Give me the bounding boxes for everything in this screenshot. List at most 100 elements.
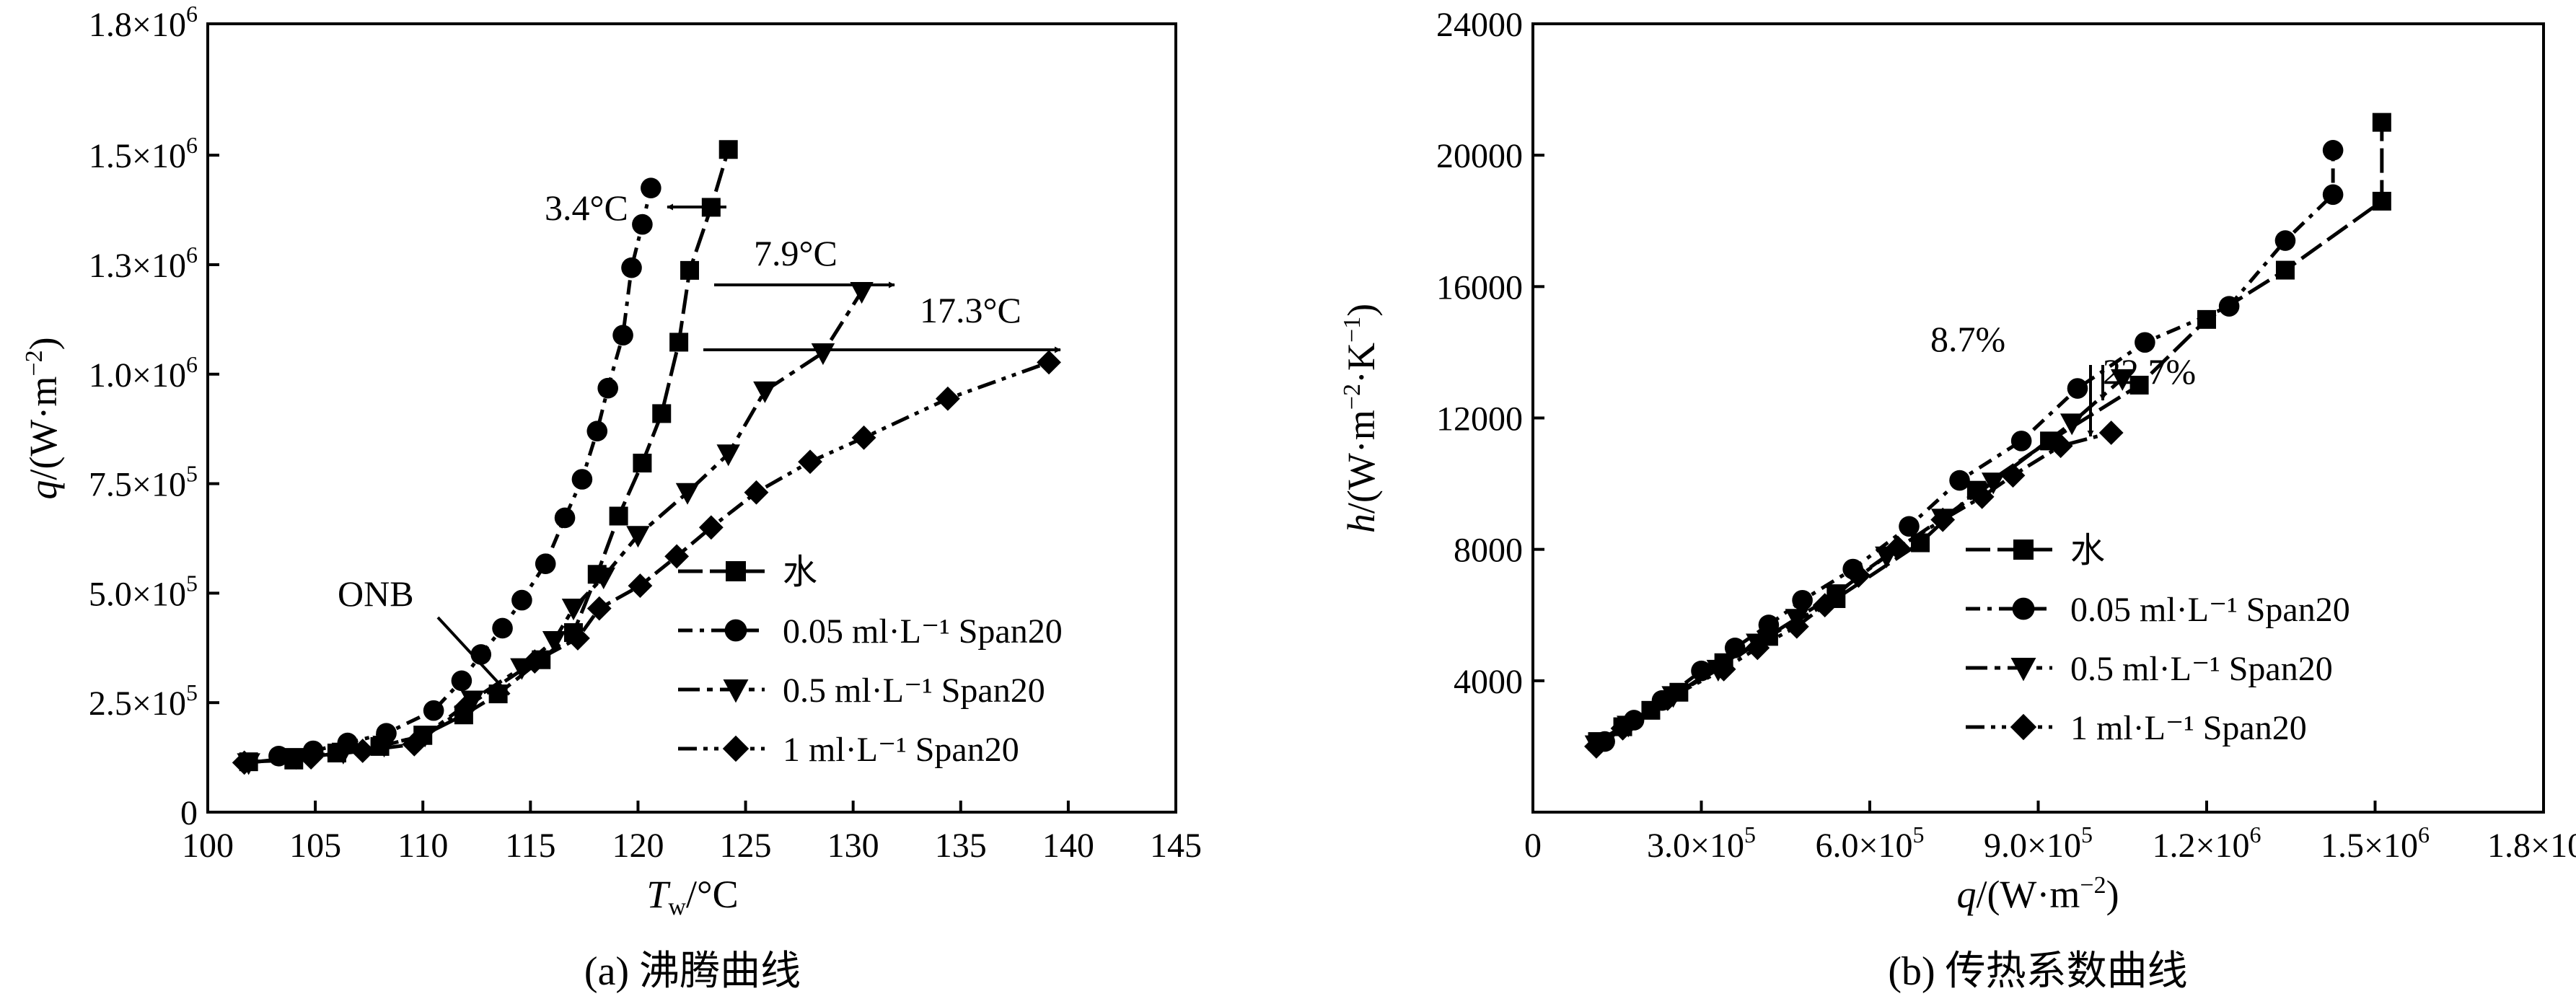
data-point — [2010, 431, 2032, 452]
y-tick-label: 5.0×105 — [89, 570, 198, 613]
data-point — [522, 649, 548, 674]
data-point — [2275, 260, 2295, 280]
data-point — [2322, 140, 2344, 161]
series-line — [278, 188, 653, 758]
data-point — [1584, 734, 1609, 759]
x-tick-label: 105 — [289, 827, 341, 865]
annotation-8.7pct: 8.7% — [1930, 319, 2005, 359]
x-tick-label: 1.8×106 — [2487, 822, 2576, 865]
data-point — [402, 731, 427, 757]
data-point — [2000, 463, 2026, 488]
x-tick-label: 110 — [397, 827, 448, 865]
legend: 水 0.05 ml·L⁻¹ Span20 0.5 ml·L⁻¹ Span20 1 ml… — [678, 553, 1063, 769]
x-tick-label: 6.0×105 — [1815, 822, 1924, 865]
data-point — [621, 257, 642, 278]
data-point — [561, 599, 586, 621]
legend-label: 水 — [783, 553, 817, 591]
caption-b: (b) 传热系数曲线 — [1888, 949, 2187, 994]
series-circle — [268, 177, 661, 767]
y-tick-label: 1.0×106 — [89, 351, 198, 395]
x-axis-title: q/(W·m−2) — [1956, 872, 2119, 916]
x-tick-label: 0 — [1524, 827, 1542, 865]
data-point — [2048, 433, 2073, 459]
data-point — [1784, 614, 1809, 639]
data-point — [680, 260, 700, 280]
series-line — [1596, 122, 2384, 744]
data-point — [716, 444, 740, 467]
x-tick-label: 145 — [1150, 827, 1202, 865]
legend-marker — [2012, 597, 2035, 620]
data-point — [2372, 113, 2391, 132]
y-tick-label: 16000 — [1436, 268, 1523, 307]
x-tick-label: 1.2×106 — [2152, 822, 2261, 865]
y-axis-title: h/(W·m−2·K−1) — [1339, 304, 1383, 533]
data-point — [451, 670, 472, 692]
data-point — [1745, 635, 1770, 661]
data-point — [641, 177, 661, 199]
data-point — [626, 526, 650, 548]
data-point — [492, 617, 513, 639]
data-point — [851, 425, 876, 450]
y-tick-label: 12000 — [1436, 400, 1523, 439]
legend-marker — [723, 679, 749, 703]
legend-label: 0.05 ml·L⁻¹ Span20 — [2070, 591, 2350, 629]
x-tick-label: 115 — [505, 827, 555, 865]
data-point — [554, 507, 576, 529]
data-point — [1792, 589, 1813, 611]
data-point — [299, 745, 324, 770]
data-point — [811, 343, 835, 366]
legend-marker — [2010, 658, 2036, 682]
data-point — [1846, 563, 1871, 588]
heat-transfer-coefficient-chart: 0 3.0×105 6.0×105 9.0×105 1.2×106 1.5×106 1.8×… — [1339, 6, 2576, 994]
x-tick-label: 125 — [720, 827, 772, 865]
legend-marker — [2013, 540, 2034, 560]
x-tick-label: 9.0×105 — [1984, 822, 2093, 865]
data-point — [350, 739, 375, 763]
annotation-arrows — [2087, 365, 2106, 437]
x-tick-label: 100 — [182, 827, 234, 865]
data-point — [1886, 535, 1910, 560]
data-point — [612, 325, 633, 346]
y-tick-label: 8000 — [1454, 532, 1523, 570]
series-diamond — [1584, 420, 2124, 759]
axis-ticks: 0 3.0×105 6.0×105 9.0×105 1.2×106 1.5×106 1.8×… — [1436, 6, 2576, 865]
legend: 水 0.05 ml·L⁻¹ Span20 0.5 ml·L⁻¹ Span20 1 ml… — [1966, 532, 2350, 747]
data-point — [571, 469, 593, 490]
annotation-3.4C: 3.4°C — [545, 188, 628, 228]
y-tick-label: 1.5×106 — [89, 132, 198, 175]
data-point — [1981, 472, 2005, 495]
y-tick-label: 20000 — [1436, 137, 1523, 175]
data-point — [850, 282, 874, 304]
data-point — [2135, 332, 2155, 353]
y-tick-label: 0 — [180, 794, 198, 832]
data-point — [2098, 420, 2124, 445]
annotation-arrows — [436, 203, 1061, 696]
data-point — [1037, 350, 1061, 375]
data-point — [1812, 593, 1837, 617]
data-point — [753, 381, 777, 403]
data-point — [718, 140, 738, 159]
series-square — [239, 140, 738, 772]
data-point — [2067, 378, 2088, 399]
data-point — [586, 420, 608, 442]
data-point — [586, 596, 612, 621]
legend-marker — [2010, 713, 2037, 741]
axis-ticks: 100 105 110 115 120 125 130 135 140 145 0 2.5×105 5.… — [89, 1, 1202, 865]
data-point — [2129, 375, 2149, 395]
x-axis-title: Tw/°C — [646, 873, 738, 920]
legend-label: 1 ml·L⁻¹ Span20 — [783, 731, 1019, 769]
legend-marker — [726, 561, 746, 581]
data-point — [1969, 484, 1995, 509]
data-point — [535, 553, 556, 575]
onb-pointer-line — [436, 616, 511, 696]
x-tick-label: 140 — [1042, 827, 1094, 865]
annotation-onb: ONB — [338, 573, 414, 614]
legend-label: 1 ml·L⁻¹ Span20 — [2070, 709, 2307, 747]
legend-label: 水 — [2070, 532, 2105, 570]
data-point — [675, 483, 700, 505]
annotation-17.3C: 17.3°C — [920, 290, 1021, 330]
y-axis-title: q/(W·m−2) — [21, 337, 65, 499]
data-point — [2060, 413, 2084, 436]
data-series — [232, 140, 1061, 775]
data-point — [798, 449, 822, 475]
